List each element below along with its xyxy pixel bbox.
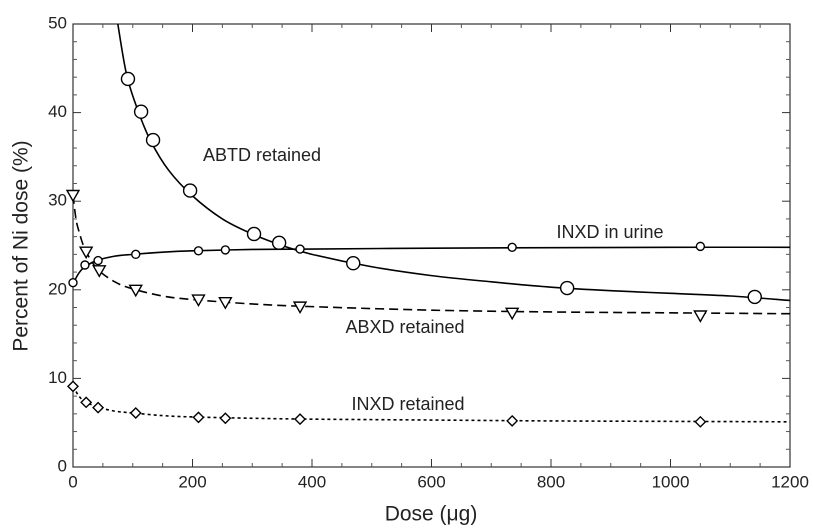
marker [504, 307, 520, 321]
marker [191, 294, 206, 307]
marker [693, 310, 708, 323]
y-tick-label: 30 [48, 191, 67, 210]
marker [145, 132, 161, 148]
marker [294, 413, 307, 426]
marker [128, 284, 143, 298]
marker [695, 241, 706, 252]
x-tick-label: 400 [298, 472, 326, 491]
marker [92, 265, 107, 278]
x-tick-label: 800 [537, 472, 565, 491]
fit-curve [72, 194, 791, 315]
marker [65, 189, 81, 203]
y-tick-label: 50 [48, 13, 67, 32]
marker [67, 380, 79, 393]
marker [78, 246, 94, 260]
marker [271, 235, 287, 251]
marker [246, 226, 262, 242]
marker [92, 401, 105, 414]
marker [193, 246, 204, 256]
marker [80, 260, 90, 270]
fit-curve [72, 246, 791, 284]
marker [694, 415, 707, 428]
marker [192, 411, 205, 424]
marker [295, 244, 305, 254]
marker [220, 245, 231, 255]
marker [292, 301, 308, 315]
marker [559, 280, 575, 296]
marker [80, 396, 93, 409]
x-tick-label: 1200 [771, 472, 809, 491]
y-tick-label: 10 [48, 368, 67, 387]
marker [120, 71, 136, 87]
marker [346, 256, 361, 271]
series-annotation: INXD retained [351, 394, 464, 414]
y-tick-label: 20 [48, 279, 67, 298]
marker [129, 406, 142, 419]
marker [133, 104, 149, 119]
y-tick-label: 0 [58, 456, 67, 475]
x-tick-label: 0 [68, 472, 77, 491]
series-annotation: ABTD retained [203, 145, 321, 165]
x-axis-label: Dose (μg) [385, 503, 478, 526]
marker [218, 297, 233, 310]
x-tick-label: 1000 [652, 472, 690, 491]
marker [219, 412, 232, 425]
marker [131, 249, 141, 260]
y-axis-label: Percent of Ni dose (%) [10, 140, 33, 351]
marker [93, 255, 103, 266]
marker [68, 278, 78, 288]
marker [506, 414, 519, 427]
x-tick-label: 200 [178, 472, 206, 491]
x-tick-label: 600 [417, 472, 445, 491]
series-annotation: ABXD retained [345, 317, 464, 337]
y-tick-label: 40 [48, 102, 67, 121]
marker [182, 183, 198, 198]
marker [747, 289, 762, 305]
series-annotation: INXD in urine [556, 222, 663, 242]
marker [507, 242, 517, 252]
